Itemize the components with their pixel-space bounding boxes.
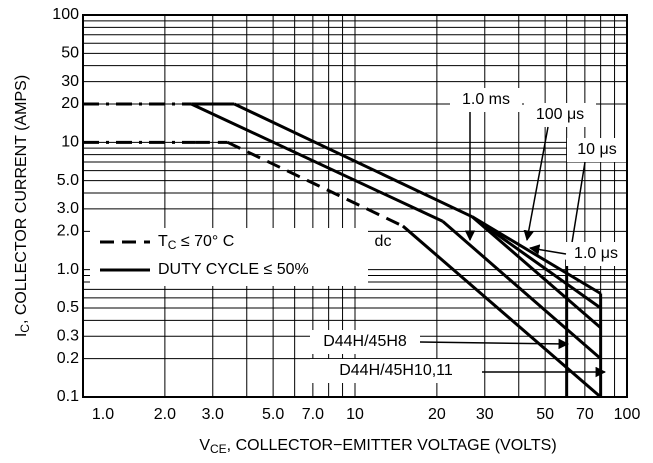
annotation-arrow <box>523 126 549 242</box>
annotations: dc 1.0 ms 100 μs 10 μs 1.0 μs D44H/45H8 D44H/4… <box>310 88 627 383</box>
y-tick-label: 30 <box>61 73 79 90</box>
y-tick-label: 50 <box>61 45 79 62</box>
y-tick-label: 3.0 <box>57 200 79 217</box>
x-tick-label: 20 <box>428 406 446 423</box>
curve-label: 10 μs <box>577 141 616 158</box>
legend-box <box>90 228 368 286</box>
label-background <box>567 138 627 162</box>
annotation-arrow <box>566 161 586 257</box>
curve-segment <box>233 102 473 219</box>
label-background <box>372 232 402 256</box>
x-tick-label: 30 <box>476 406 494 423</box>
curve-label: D44H/45H8 <box>323 333 407 350</box>
y-tick-label: 20 <box>61 95 79 112</box>
legend-label: DUTY CYCLE ≤ 50% <box>158 261 309 278</box>
curve-segment <box>441 220 602 360</box>
y-tick-label: 0.2 <box>57 350 79 367</box>
curve-label: 1.0 ms <box>462 91 510 108</box>
legend-text: T <box>158 233 168 250</box>
curve-segment <box>226 140 404 228</box>
x-tick-label: 10 <box>346 406 364 423</box>
curve-label: 100 μs <box>536 106 584 123</box>
label-background <box>310 359 482 383</box>
curve-label: 1.0 μs <box>574 245 618 262</box>
y-tick-label: 1.0 <box>57 261 79 278</box>
x-tick-label: 3.0 <box>202 406 224 423</box>
legend-subscript: C <box>168 238 177 252</box>
legend-label: TC ≤ 70° C <box>158 233 234 252</box>
annotation-arrow <box>419 338 570 350</box>
x-tick-label: 70 <box>576 406 594 423</box>
annotation-arrow <box>528 244 567 255</box>
curve-segment <box>471 215 602 295</box>
y-tick-label: 5.0 <box>57 172 79 189</box>
plot-frame <box>82 14 628 398</box>
label-background <box>310 330 420 354</box>
curves <box>83 102 603 399</box>
label-background <box>524 103 596 127</box>
y-tick-label: 0.1 <box>57 388 79 405</box>
curve-segment <box>190 102 444 223</box>
curve-label: D44H/45H10,11 <box>339 362 453 379</box>
y-tick-label: 10 <box>61 134 79 151</box>
curve-segment <box>471 215 602 310</box>
label-background <box>450 88 522 112</box>
x-tick-label: 2.0 <box>154 406 176 423</box>
y-axis-label: IC, COLLECTOR CURRENT (AMPS) <box>13 75 32 337</box>
x-tick-label: 7.0 <box>302 406 324 423</box>
y-tick-label: 100 <box>52 6 79 23</box>
x-tick-label: 50 <box>536 406 554 423</box>
y-tick-label: 0.5 <box>57 299 79 316</box>
curve-label: dc <box>375 233 392 250</box>
x-axis-label: VCE, COLLECTOR−EMITTER VOLTAGE (VOLTS) <box>199 437 556 456</box>
y-tick-label: 0.3 <box>57 327 79 344</box>
legend: TC ≤ 70° C DUTY CYCLE ≤ 50% <box>90 228 368 286</box>
legend-text: ≤ 70° C <box>176 233 234 250</box>
label-background <box>566 242 627 266</box>
curve-segment <box>471 215 602 329</box>
y-tick-label: 2.0 <box>57 223 79 240</box>
x-tick-label: 5.0 <box>262 406 284 423</box>
x-tick-label: 100 <box>614 406 641 423</box>
x-tick-label: 1.0 <box>92 406 114 423</box>
